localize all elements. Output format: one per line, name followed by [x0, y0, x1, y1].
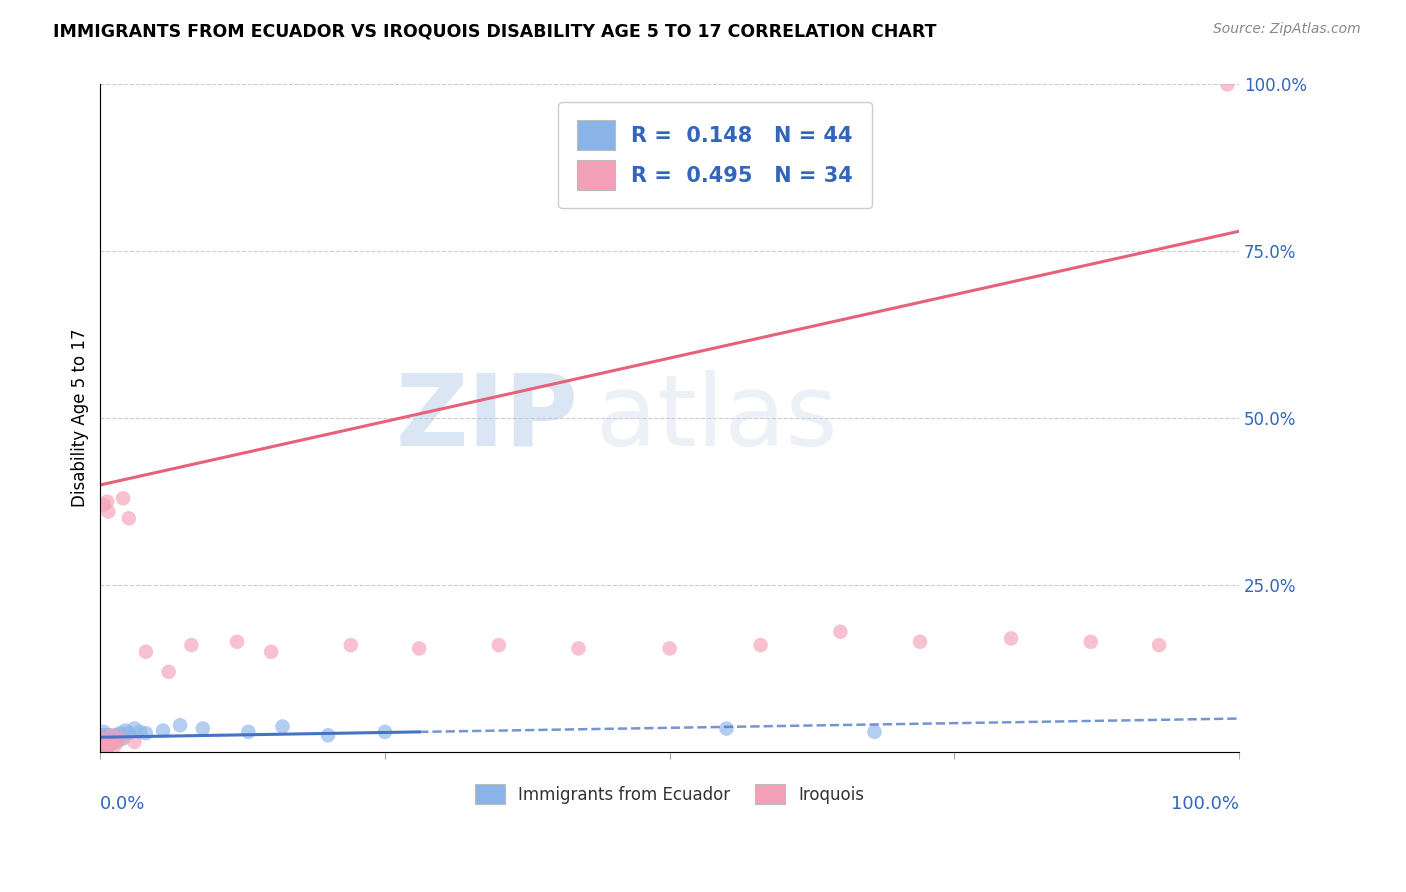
Point	[238, 725, 260, 739]
Point	[108, 726, 131, 740]
Point	[716, 722, 738, 736]
Text: atlas: atlas	[596, 369, 837, 467]
Point	[98, 728, 121, 742]
Point	[908, 634, 931, 648]
Point	[1147, 638, 1170, 652]
Point	[100, 728, 122, 742]
Point	[260, 645, 283, 659]
Point	[90, 731, 112, 746]
Point	[129, 725, 152, 739]
Point	[94, 728, 117, 742]
Point	[93, 725, 115, 739]
Point	[104, 730, 127, 744]
Point	[96, 735, 118, 749]
Point	[374, 725, 396, 739]
Point	[94, 738, 117, 752]
Point	[316, 728, 339, 742]
Point	[97, 737, 120, 751]
Point	[105, 728, 128, 742]
Point	[100, 730, 122, 744]
Point	[93, 738, 115, 752]
Point	[408, 641, 430, 656]
Point	[1080, 634, 1102, 648]
Point	[91, 728, 114, 742]
Point	[100, 735, 122, 749]
Point	[124, 722, 146, 736]
Point	[114, 723, 136, 738]
Point	[103, 731, 125, 746]
Point	[100, 737, 122, 751]
Point	[93, 498, 115, 512]
Point	[169, 718, 191, 732]
Text: 0.0%: 0.0%	[100, 796, 146, 814]
Point	[94, 738, 117, 752]
Point	[135, 645, 157, 659]
Point	[180, 638, 202, 652]
Point	[98, 738, 121, 752]
Point	[93, 735, 115, 749]
Point	[1216, 78, 1239, 92]
Point	[110, 731, 132, 746]
Point	[100, 735, 122, 749]
Point	[96, 494, 118, 508]
Point	[90, 731, 112, 746]
Point	[152, 723, 174, 738]
Point	[112, 731, 135, 746]
Point	[112, 491, 135, 506]
Point	[488, 638, 510, 652]
Point	[103, 739, 125, 754]
Point	[94, 735, 117, 749]
Point	[98, 738, 121, 752]
Point	[830, 624, 852, 639]
Point	[94, 731, 117, 746]
Legend: Immigrants from Ecuador, Iroquois: Immigrants from Ecuador, Iroquois	[468, 778, 872, 810]
Point	[124, 735, 146, 749]
Text: 100.0%: 100.0%	[1171, 796, 1239, 814]
Point	[340, 638, 363, 652]
Point	[567, 641, 589, 656]
Point	[101, 732, 124, 747]
Point	[157, 665, 180, 679]
Point	[271, 720, 294, 734]
Point	[749, 638, 772, 652]
Point	[191, 722, 214, 736]
Y-axis label: Disability Age 5 to 17: Disability Age 5 to 17	[72, 329, 89, 508]
Point	[118, 726, 141, 740]
Point	[135, 726, 157, 740]
Text: IMMIGRANTS FROM ECUADOR VS IROQUOIS DISABILITY AGE 5 TO 17 CORRELATION CHART: IMMIGRANTS FROM ECUADOR VS IROQUOIS DISA…	[53, 22, 936, 40]
Point	[107, 735, 129, 749]
Point	[96, 739, 118, 754]
Point	[1000, 632, 1022, 646]
Point	[226, 634, 249, 648]
Point	[93, 731, 115, 746]
Point	[658, 641, 681, 656]
Point	[118, 511, 141, 525]
Point	[107, 732, 129, 747]
Point	[97, 731, 120, 746]
Text: ZIP: ZIP	[395, 369, 578, 467]
Point	[94, 730, 117, 744]
Point	[100, 732, 122, 747]
Point	[91, 738, 114, 752]
Point	[97, 505, 120, 519]
Point	[94, 739, 117, 754]
Point	[91, 735, 114, 749]
Point	[863, 725, 886, 739]
Text: Source: ZipAtlas.com: Source: ZipAtlas.com	[1213, 22, 1361, 37]
Point	[94, 738, 117, 752]
Point	[96, 732, 118, 747]
